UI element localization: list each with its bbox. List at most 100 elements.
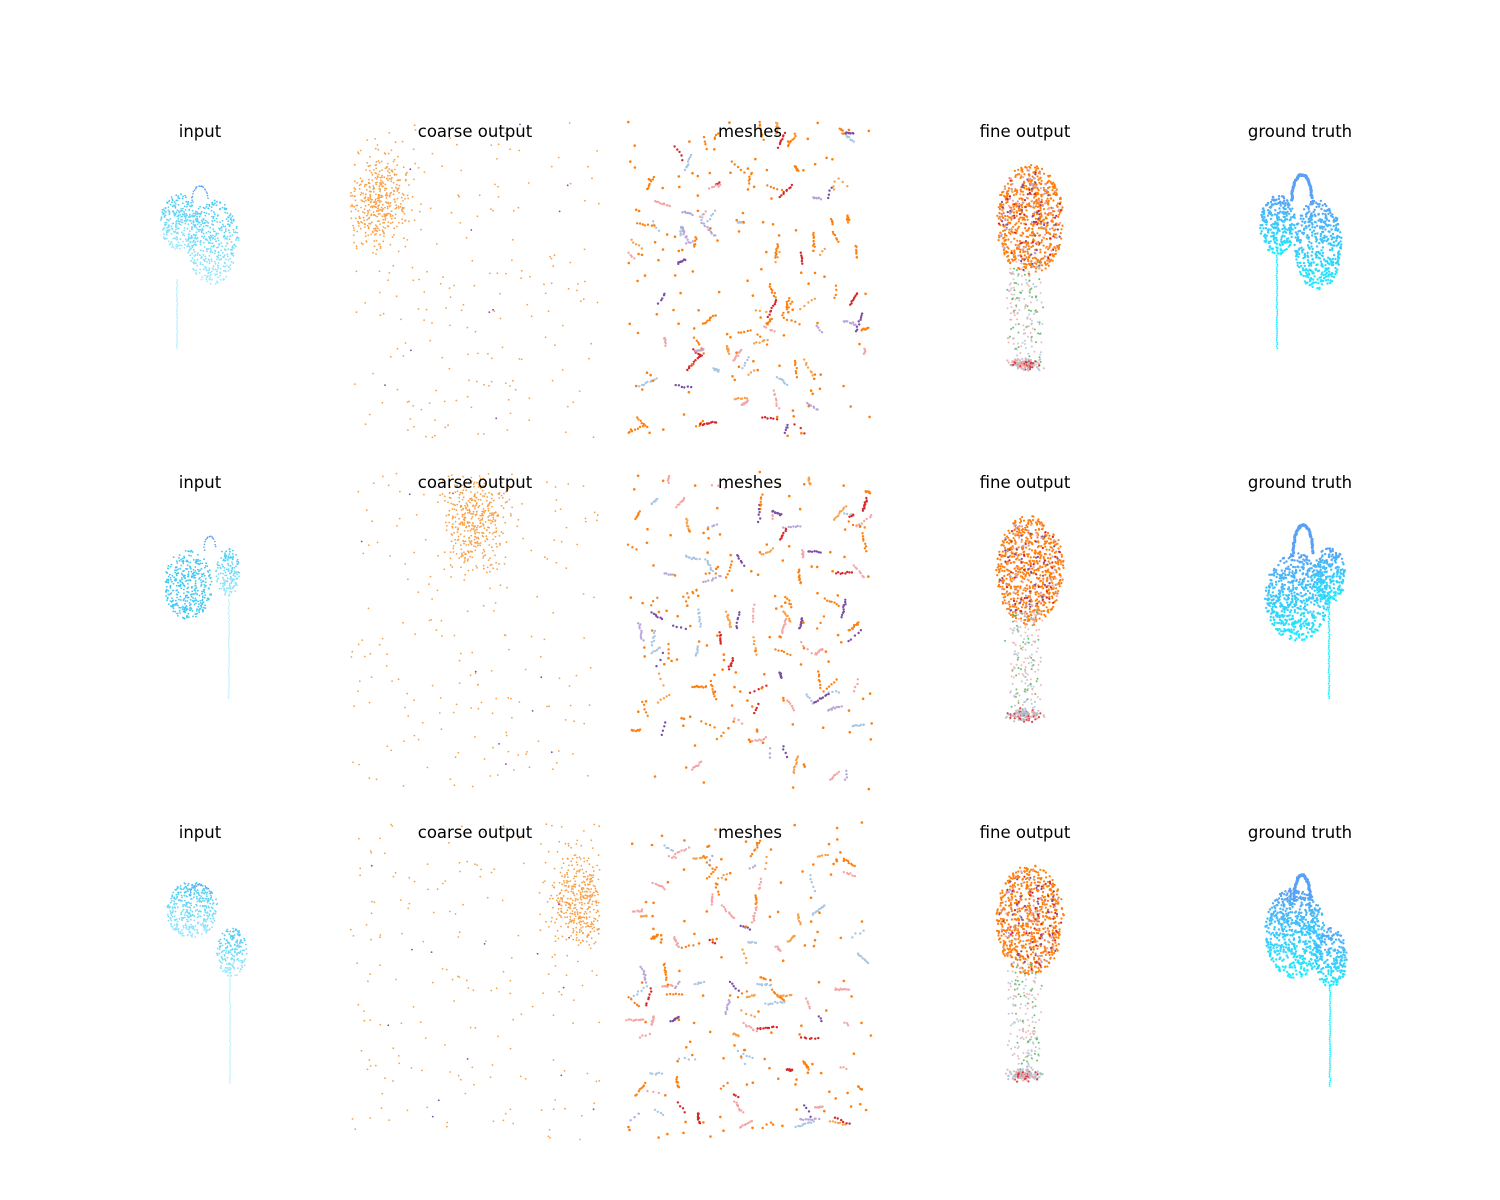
- point: [1321, 204, 1324, 207]
- point: [780, 194, 783, 197]
- point: [390, 169, 393, 172]
- point: [191, 226, 194, 228]
- point: [484, 510, 487, 512]
- point: [481, 517, 484, 520]
- point: [1032, 223, 1035, 226]
- point: [448, 287, 451, 289]
- point: [1052, 199, 1055, 202]
- point: [829, 217, 833, 221]
- point: [1331, 248, 1334, 252]
- point: [758, 341, 761, 344]
- point: [1017, 247, 1020, 250]
- point: [452, 545, 455, 547]
- point: [227, 220, 230, 223]
- point: [1285, 212, 1288, 215]
- point: [627, 431, 630, 434]
- point: [223, 587, 226, 590]
- point: [728, 121, 731, 124]
- point: [178, 585, 181, 588]
- point: [474, 505, 476, 508]
- point: [815, 324, 818, 328]
- point: [764, 326, 768, 329]
- point: [199, 254, 201, 257]
- point: [463, 524, 466, 526]
- point: [353, 205, 355, 208]
- point: [228, 625, 230, 627]
- point: [455, 509, 458, 512]
- point: [786, 144, 790, 148]
- point: [741, 211, 745, 215]
- point: [1301, 267, 1305, 270]
- point: [202, 225, 205, 228]
- point: [809, 404, 812, 407]
- point: [1021, 198, 1024, 201]
- point: [1016, 318, 1018, 321]
- point: [473, 538, 476, 541]
- point: [382, 218, 385, 221]
- point: [1269, 200, 1273, 204]
- point: [1021, 257, 1024, 261]
- point: [230, 571, 233, 574]
- point: [778, 195, 781, 199]
- point: [1007, 290, 1010, 293]
- point: [790, 183, 794, 187]
- point: [849, 132, 852, 135]
- point: [677, 384, 681, 387]
- point: [160, 219, 162, 222]
- point: [213, 219, 216, 222]
- point: [228, 669, 230, 671]
- point: [684, 242, 688, 245]
- point: [645, 371, 649, 375]
- point: [708, 218, 712, 221]
- point: [211, 220, 214, 222]
- point: [393, 168, 396, 171]
- point: [465, 544, 468, 546]
- point: [864, 292, 867, 296]
- point: [208, 535, 211, 538]
- point: [233, 570, 236, 573]
- point: [1038, 234, 1041, 237]
- point: [550, 257, 553, 260]
- point: [1029, 205, 1032, 208]
- point: [208, 267, 211, 270]
- point: [1311, 250, 1314, 254]
- point: [219, 267, 222, 270]
- point: [690, 385, 693, 389]
- point: [207, 207, 210, 210]
- point: [468, 522, 471, 524]
- point: [185, 240, 188, 243]
- point: [183, 588, 185, 591]
- point: [376, 215, 379, 218]
- point: [172, 589, 174, 592]
- point: [387, 221, 390, 224]
- point: [167, 603, 170, 605]
- point: [739, 331, 743, 334]
- point: [761, 416, 764, 419]
- point: [1017, 323, 1020, 326]
- point: [227, 223, 230, 226]
- point: [1013, 249, 1016, 252]
- point: [209, 239, 212, 242]
- point: [779, 139, 783, 142]
- point: [188, 215, 191, 218]
- point: [1002, 190, 1005, 193]
- point: [223, 248, 226, 251]
- point: [664, 342, 667, 345]
- point: [222, 223, 224, 226]
- point: [787, 306, 790, 309]
- point: [746, 329, 749, 333]
- point: [354, 195, 356, 198]
- point: [1005, 228, 1008, 231]
- point: [209, 271, 212, 274]
- point: [1003, 246, 1006, 249]
- point: [1259, 227, 1262, 230]
- point: [711, 314, 715, 318]
- point: [633, 428, 637, 431]
- point: [1013, 216, 1016, 219]
- point: [1012, 342, 1015, 345]
- panel-coarse-output-row-1: coarse output: [349, 122, 600, 439]
- point: [208, 574, 211, 577]
- point: [1318, 242, 1321, 245]
- point: [1283, 227, 1286, 230]
- point: [1292, 214, 1296, 217]
